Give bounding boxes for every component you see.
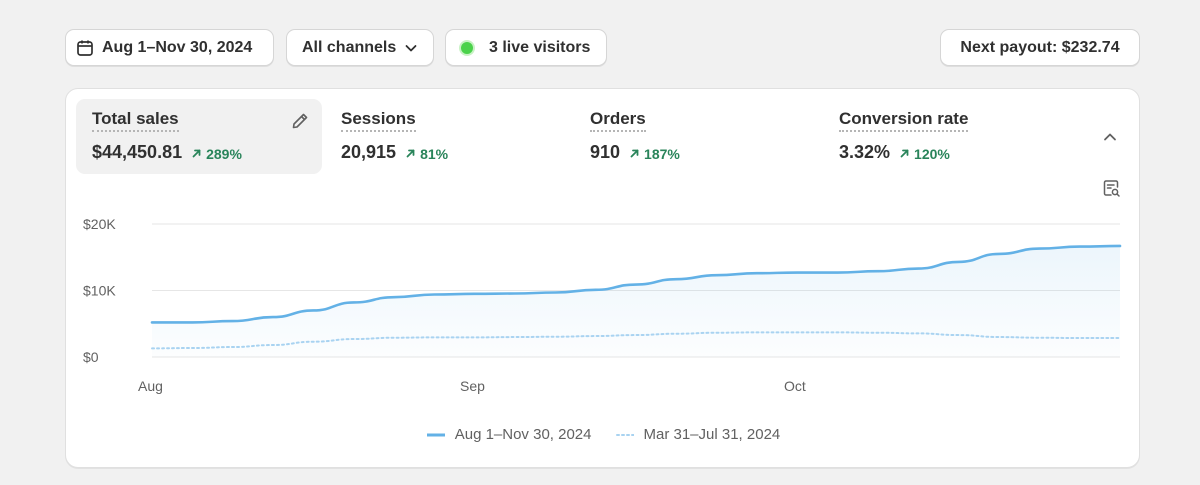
pencil-icon[interactable] <box>290 111 310 136</box>
metric-value: 910 <box>590 142 621 162</box>
x-tick-label: Oct <box>784 378 806 394</box>
live-visitors-button[interactable]: 3 live visitors <box>445 29 607 66</box>
calendar-icon <box>76 39 94 57</box>
metric-change-value: 120% <box>914 145 950 162</box>
metric-change-value: 187% <box>644 145 680 162</box>
x-tick-label: Aug <box>138 378 163 394</box>
legend-item-current[interactable]: Aug 1–Nov 30, 2024 <box>426 426 592 443</box>
y-tick-label: $20K <box>83 216 116 232</box>
x-tick-label: Sep <box>460 378 485 394</box>
chart-legend: Aug 1–Nov 30, 2024 Mar 31–Jul 31, 2024 <box>66 426 1141 443</box>
date-range-label: Aug 1–Nov 30, 2024 <box>102 38 253 56</box>
arrow-up-right-icon <box>630 149 639 158</box>
chevron-down-icon <box>404 41 418 55</box>
date-range-button[interactable]: Aug 1–Nov 30, 2024 <box>65 29 274 66</box>
current-period-area <box>152 245 1120 357</box>
arrow-up-right-icon <box>192 149 201 158</box>
legend-item-previous[interactable]: Mar 31–Jul 31, 2024 <box>615 426 781 443</box>
live-visitors-label: 3 live visitors <box>489 38 591 56</box>
metric-change: 81% <box>406 146 448 162</box>
y-tick-label: $10K <box>83 283 116 299</box>
metric-change: 120% <box>900 146 950 162</box>
metric-change: 289% <box>192 146 242 162</box>
metric-label[interactable]: Orders <box>590 109 646 132</box>
metric-conversion-rate[interactable]: Conversion rate 3.32% 120% <box>823 99 1069 174</box>
arrow-up-right-icon <box>406 149 415 158</box>
metric-label[interactable]: Sessions <box>341 109 416 132</box>
next-payout-label: Next payout: $232.74 <box>960 38 1120 56</box>
solid-line-swatch <box>426 433 445 436</box>
report-search-icon[interactable] <box>1102 179 1121 203</box>
metric-sessions[interactable]: Sessions 20,915 81% <box>325 99 571 174</box>
metric-change-value: 81% <box>420 145 449 162</box>
y-tick-label: $0 <box>83 349 99 365</box>
analytics-card: Total sales $44,450.81 289% Sessions 20,… <box>65 88 1140 468</box>
sales-chart: $20K $10K $0 Aug Sep Oct <box>83 216 1122 394</box>
legend-label: Aug 1–Nov 30, 2024 <box>454 426 592 443</box>
metric-value: $44,450.81 <box>92 142 183 162</box>
metric-change: 187% <box>630 146 680 162</box>
metric-label[interactable]: Total sales <box>92 109 179 132</box>
dotted-line-swatch <box>615 433 634 436</box>
metric-change-value: 289% <box>206 145 242 162</box>
next-payout-button[interactable]: Next payout: $232.74 <box>940 29 1140 66</box>
metric-orders[interactable]: Orders 910 187% <box>574 99 820 174</box>
legend-label: Mar 31–Jul 31, 2024 <box>643 426 781 443</box>
metric-total-sales[interactable]: Total sales $44,450.81 289% <box>76 99 322 174</box>
current-period-line <box>150 244 1122 324</box>
arrow-up-right-icon <box>900 149 909 158</box>
metric-value: 20,915 <box>341 142 397 162</box>
metric-value: 3.32% <box>839 142 891 162</box>
live-dot-icon <box>461 41 473 54</box>
channels-label: All channels <box>302 38 397 56</box>
channels-dropdown[interactable]: All channels <box>286 29 434 66</box>
previous-period-line <box>151 331 1121 350</box>
chevron-up-icon[interactable] <box>1102 129 1118 150</box>
metric-label[interactable]: Conversion rate <box>839 109 969 132</box>
